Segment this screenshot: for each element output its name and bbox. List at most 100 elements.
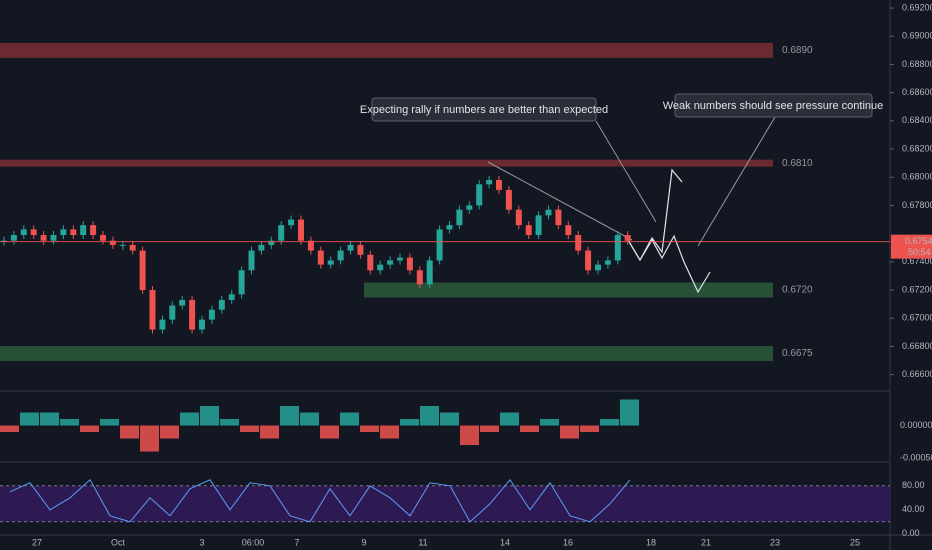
level-label: 0.6890 [782,45,813,56]
candle [60,229,67,236]
x-tick-label: 23 [770,537,780,547]
candle [288,219,295,226]
candle [446,225,453,230]
macd-bar [300,412,319,426]
candle [169,305,176,320]
macd-bar [440,412,459,426]
candle [268,240,275,245]
trendline [487,161,633,241]
level-label: 0.6720 [782,285,813,296]
macd-bar [180,412,199,426]
candle [466,205,473,210]
macd-bar [100,419,119,426]
y-tick-label: 0.68400 [902,115,932,125]
y-tick-label: 0.66800 [902,341,932,351]
macd-bar [620,399,639,426]
level-zone [0,345,773,361]
projection-down [627,234,711,294]
x-tick-label: 27 [32,537,42,547]
macd-bar [0,425,19,433]
x-tick-label: 16 [563,537,573,547]
y-tick-label: 0.67000 [902,313,932,323]
candle [90,225,97,236]
macd-bar [500,412,519,426]
macd-bar [160,425,179,439]
candle [426,260,433,285]
y-tick-label: 0.69000 [902,31,932,41]
macd-bar [420,406,439,426]
candle [70,229,77,236]
candle [109,240,116,245]
annotation-box [371,97,597,122]
level-label: 0.6810 [782,158,813,169]
candle [228,294,235,300]
candle [248,250,255,271]
x-tick-label: 9 [361,537,366,547]
x-tick-label: 7 [294,537,299,547]
macd-bar [600,419,619,426]
macd-bar [80,425,99,433]
candle [129,244,136,251]
candle [555,209,562,226]
macd-bar [520,425,539,433]
y-tick-label: 0.66600 [902,369,932,379]
candle [525,225,532,236]
candle [585,250,592,271]
candle [377,264,384,271]
x-tick-label: 21 [701,537,711,547]
y-tick-label: 0.68000 [902,172,932,182]
candle [565,225,572,236]
candle [298,219,304,241]
macd-bar [380,425,399,439]
stoch-band [0,485,890,522]
macd-bar [360,425,379,433]
candle [367,254,374,271]
candle [347,244,354,251]
candle [337,250,344,261]
macd-bar [280,406,299,426]
y-tick-label: 0.00 [902,528,920,538]
y-tick-label: 0.67800 [902,200,932,210]
macd-bar [200,406,219,426]
candle [624,235,631,241]
candle [199,319,205,330]
macd-bar [320,425,339,439]
macd-bar [540,419,559,426]
y-tick-label: 0.68600 [902,87,932,97]
x-tick-label: Oct [111,537,126,547]
y-tick-label: 0.67200 [902,284,932,294]
x-tick-label: 25 [850,537,860,547]
macd-bar [140,425,159,452]
stoch-line [9,478,631,523]
candle [456,209,463,226]
candle [40,235,47,241]
macd-bar [400,419,419,426]
candle [208,309,215,320]
candle [179,299,186,306]
candle [595,264,601,271]
macd-bar [460,425,479,446]
candle [30,229,37,236]
macd-bar [580,425,599,433]
candle [1,240,7,242]
macd-bar [340,412,359,426]
level-label: 0.6675 [782,348,813,359]
y-tick-label: 0.00000 [900,420,932,430]
macd-bar [260,425,279,439]
candle [496,180,502,190]
candle [406,257,413,271]
y-tick-label: -0.00050 [900,452,932,462]
macd-bar [220,419,239,426]
candle [387,260,394,265]
candle [307,240,314,251]
candle [20,229,27,236]
y-tick-label: 0.69200 [902,2,932,12]
y-tick-label: 0.68200 [902,143,932,153]
macd-bar [480,425,499,433]
level-zone [364,282,773,298]
candle [317,250,324,265]
candle [545,209,552,216]
y-tick-label: 80.00 [902,480,925,490]
